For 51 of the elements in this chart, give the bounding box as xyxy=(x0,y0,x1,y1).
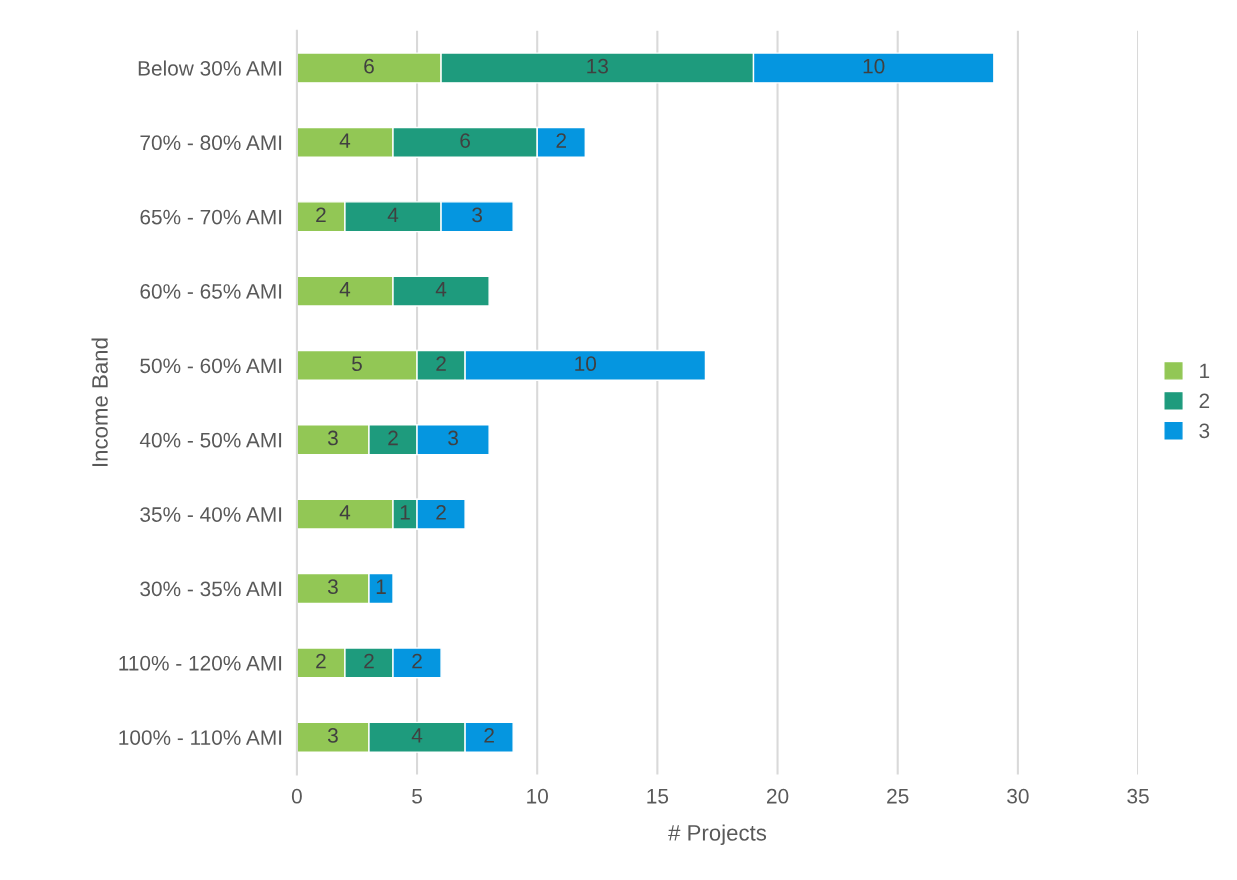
y-axis-title: Income Band xyxy=(91,338,108,467)
data-label: 3 xyxy=(327,430,338,446)
data-label: 2 xyxy=(436,504,446,520)
data-label: 4 xyxy=(339,505,351,520)
data-label: 3 xyxy=(327,728,338,743)
y-tick-label: 30% - 35% AMI xyxy=(140,581,282,597)
x-tick-label: 5 xyxy=(412,789,422,804)
x-tick-label: 15 xyxy=(647,789,669,804)
data-label: 3 xyxy=(448,430,458,446)
data-label: 4 xyxy=(339,133,351,148)
x-tick-label: 30 xyxy=(1007,788,1029,804)
x-tick-label: 25 xyxy=(887,788,909,804)
data-label: 10 xyxy=(575,356,597,372)
x-tick-label: 35 xyxy=(1127,788,1149,804)
data-label: 2 xyxy=(388,430,398,446)
x-tick-label: 20 xyxy=(767,788,789,804)
data-label: 6 xyxy=(460,133,470,148)
y-tick-label: 35% - 40% AMI xyxy=(140,507,282,522)
data-label: 1 xyxy=(376,579,386,594)
y-tick-label: 70% - 80% AMI xyxy=(140,135,282,151)
y-tick-label: 60% - 65% AMI xyxy=(140,284,282,299)
x-axis-title: # Projects xyxy=(668,824,767,846)
y-tick-label: 40% - 50% AMI xyxy=(139,432,282,448)
data-label: 4 xyxy=(387,207,399,223)
data-label: 4 xyxy=(411,728,423,743)
data-label: 4 xyxy=(435,282,447,297)
data-label: 3 xyxy=(472,207,483,223)
data-label: 2 xyxy=(364,653,374,669)
data-label: 3 xyxy=(327,579,338,595)
y-tick-label: 65% - 70% AMI xyxy=(140,209,282,225)
data-label: 2 xyxy=(316,207,326,223)
data-label: 1 xyxy=(400,505,410,520)
y-tick-label: 110% - 120% AMI xyxy=(119,655,282,671)
data-label: 2 xyxy=(316,653,326,669)
x-tick-label: 10 xyxy=(527,788,548,804)
y-tick-label: 100% - 110% AMI xyxy=(119,730,282,745)
data-label: 10 xyxy=(863,58,885,74)
x-tick-label: 0 xyxy=(291,788,302,804)
y-tick-label: 50% - 60% AMI xyxy=(140,358,282,374)
data-label: 2 xyxy=(436,356,446,371)
legend-label: 1 xyxy=(1200,363,1210,379)
data-label: 2 xyxy=(556,133,566,148)
data-label: 6 xyxy=(364,58,374,74)
legend-label: 2 xyxy=(1199,393,1210,409)
data-label: 4 xyxy=(339,282,351,297)
data-label: 5 xyxy=(352,356,362,372)
legend-label: 3 xyxy=(1199,423,1210,439)
data-label: 2 xyxy=(484,728,494,743)
y-tick-label: Below 30% AMI xyxy=(138,60,282,76)
data-label: 2 xyxy=(412,653,422,669)
data-label: 13 xyxy=(587,58,608,74)
